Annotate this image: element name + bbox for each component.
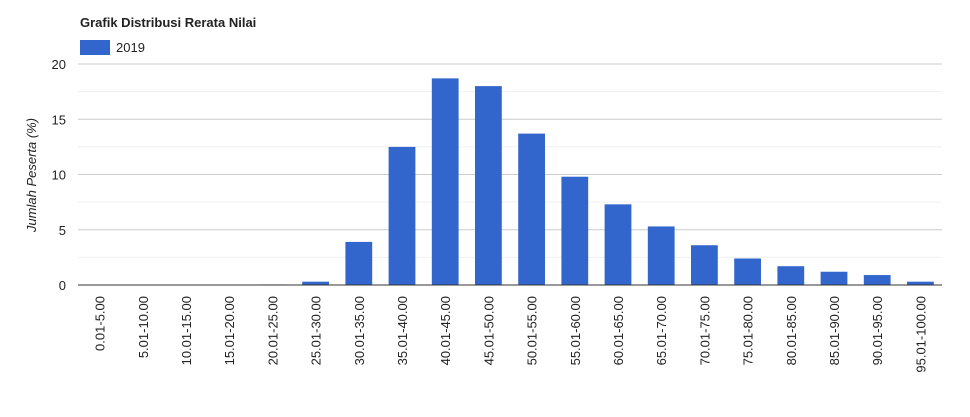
y-tick-label: 5 bbox=[59, 223, 66, 238]
x-tick-label: 55.01-60.00 bbox=[568, 296, 583, 365]
x-tick-label: 40.01-45.00 bbox=[438, 296, 453, 365]
bar bbox=[647, 226, 675, 285]
bar bbox=[561, 176, 589, 285]
x-tick-label: 60.01-65.00 bbox=[611, 296, 626, 365]
bar bbox=[907, 281, 934, 285]
bar bbox=[345, 241, 373, 285]
bar bbox=[431, 78, 459, 286]
x-tick-label: 50.01-55.00 bbox=[525, 296, 540, 365]
x-tick-label: 30.01-35.00 bbox=[352, 296, 367, 365]
x-tick-label: 25.01-30.00 bbox=[309, 296, 324, 365]
x-tick-label: 15.01-20.00 bbox=[222, 296, 237, 365]
bar bbox=[388, 146, 416, 285]
x-tick-label: 65.01-70.00 bbox=[654, 296, 669, 365]
y-axis-label: Jumlah Peserta (%) bbox=[24, 118, 39, 233]
y-tick-label: 20 bbox=[52, 57, 66, 72]
chart-title: Grafik Distribusi Rerata Nilai bbox=[80, 15, 256, 30]
bar bbox=[734, 258, 761, 285]
x-tick-label: 45.01-50.00 bbox=[481, 296, 496, 365]
x-tick-label: 70.01-75.00 bbox=[697, 296, 712, 365]
bar bbox=[302, 281, 329, 285]
x-tick-label: 85.01-90.00 bbox=[827, 296, 842, 365]
y-tick-label: 10 bbox=[52, 168, 66, 183]
x-tick-label: 75.01-80.00 bbox=[741, 296, 756, 365]
bar bbox=[475, 86, 502, 285]
bar bbox=[863, 275, 891, 285]
bar bbox=[777, 266, 805, 285]
bar bbox=[518, 133, 545, 285]
legend-label: 2019 bbox=[116, 40, 145, 55]
x-tick-label: 20.01-25.00 bbox=[265, 296, 280, 365]
x-tick-label: 0.01-5.00 bbox=[93, 296, 108, 351]
bar bbox=[691, 245, 718, 285]
x-tick-label: 5.01-10.00 bbox=[136, 296, 151, 358]
x-tick-label: 90.01-95.00 bbox=[870, 296, 885, 365]
x-tick-label: 95.01-100.00 bbox=[913, 296, 928, 373]
x-tick-label: 35.01-40.00 bbox=[395, 296, 410, 365]
x-tick-label: 10.01-15.00 bbox=[179, 296, 194, 365]
y-tick-label: 15 bbox=[52, 112, 66, 127]
x-tick-label: 80.01-85.00 bbox=[784, 296, 799, 365]
bar bbox=[820, 271, 848, 285]
bar bbox=[604, 204, 632, 285]
y-tick-label: 0 bbox=[59, 278, 66, 293]
legend-swatch bbox=[80, 40, 110, 55]
